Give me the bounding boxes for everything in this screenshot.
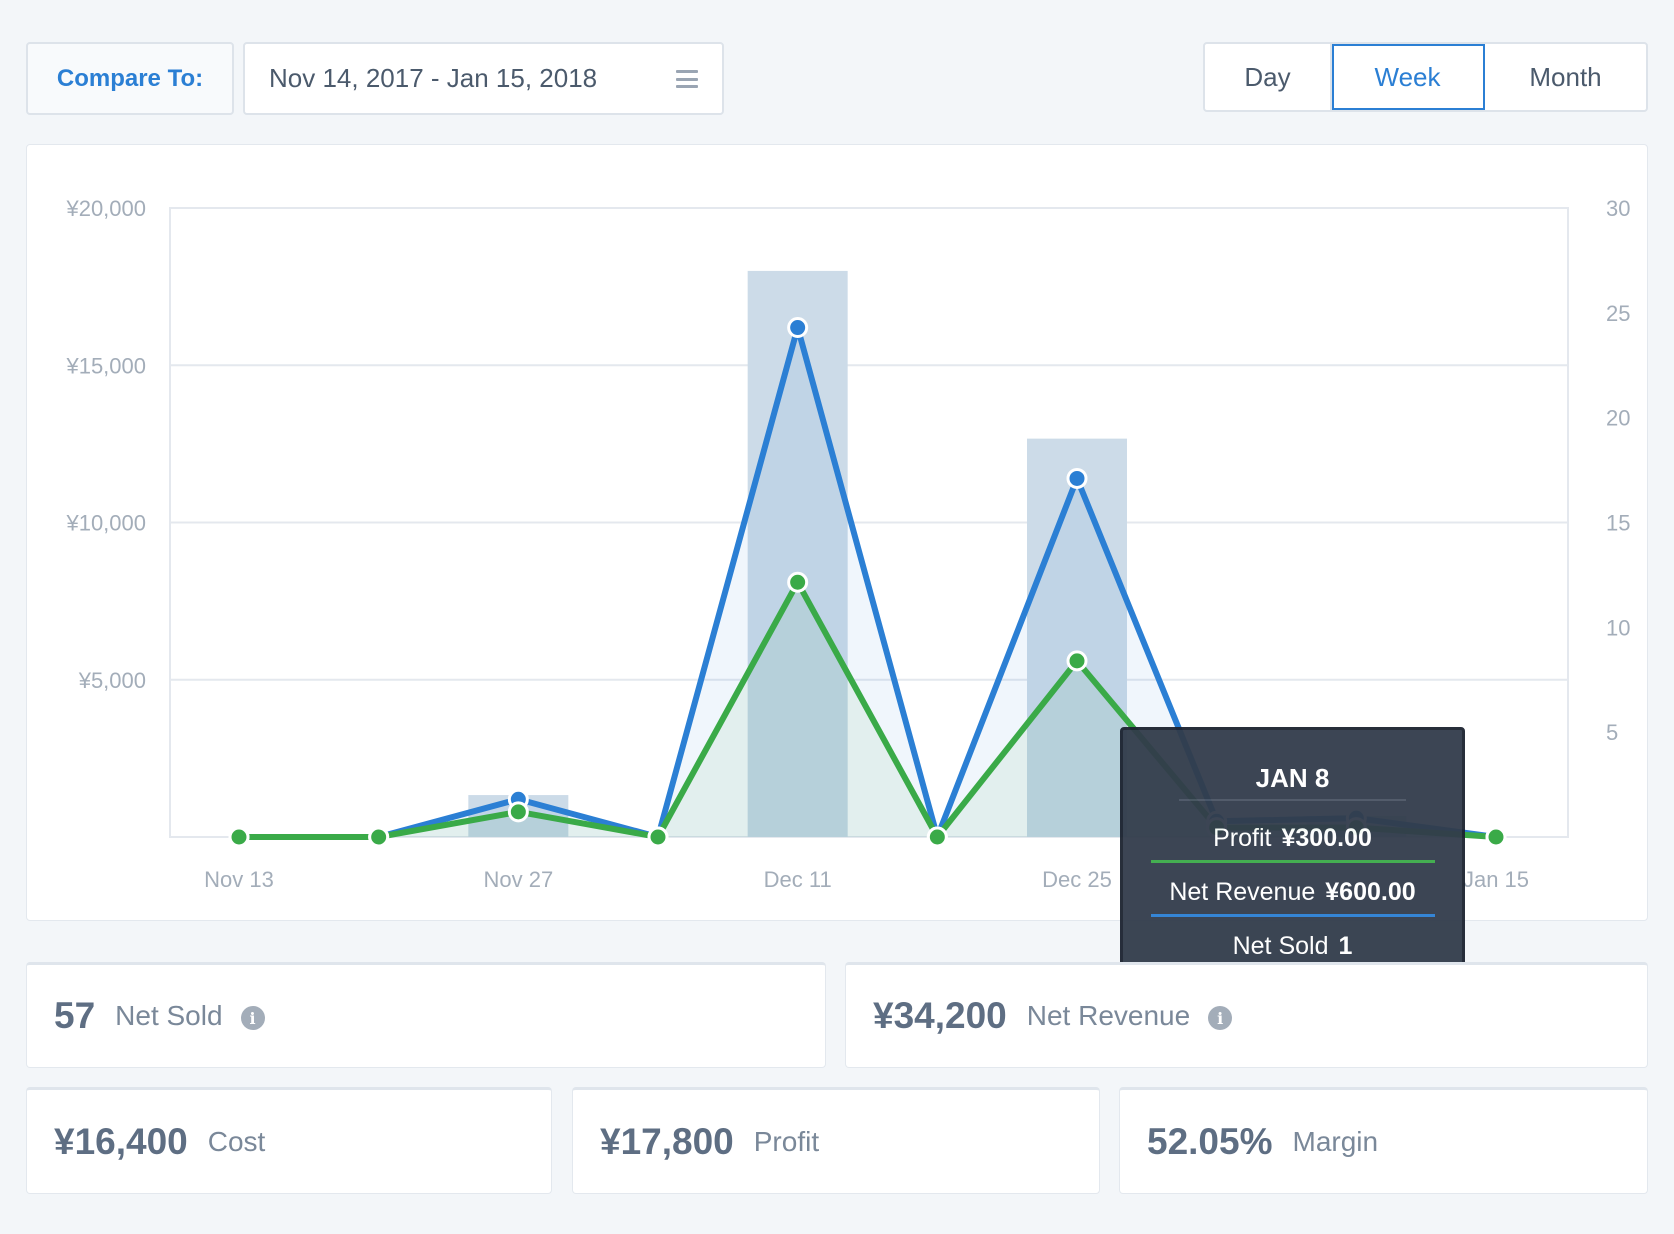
stat-net-revenue: ¥34,200 Net Revenue i: [845, 962, 1648, 1068]
chart-card: ¥20,000 ¥15,000 ¥10,000 ¥5,000 30 25 20 15 10 5 No…: [26, 144, 1648, 1004]
stat-label: Profit: [753, 1125, 820, 1157]
data-point: [1066, 467, 1088, 489]
data-point: [368, 826, 390, 848]
data-point: [647, 826, 669, 848]
info-icon[interactable]: i: [1208, 1006, 1233, 1030]
y-left-tick-label: ¥15,000: [65, 353, 146, 378]
stat-margin: 52.05% Margin: [1119, 1087, 1648, 1194]
data-point: [926, 826, 948, 848]
granularity-week-button[interactable]: Week: [1332, 44, 1485, 110]
stat-value: ¥34,200: [873, 995, 1007, 1036]
y-right-tick-label: 30: [1606, 196, 1630, 221]
granularity-toggle: Day Week Month: [1203, 42, 1648, 112]
info-icon[interactable]: i: [240, 1006, 265, 1030]
stat-label: Cost: [207, 1125, 266, 1157]
x-tick-label: Dec 25: [1042, 867, 1112, 892]
stat-cost: ¥16,400 Cost: [26, 1087, 552, 1194]
granularity-month-button[interactable]: Month: [1529, 61, 1602, 92]
tooltip-divider: [1179, 799, 1406, 801]
y-right-tick-label: 25: [1606, 301, 1630, 326]
date-range-picker[interactable]: Nov 14, 2017 - Jan 15, 2018: [243, 42, 724, 115]
stat-label: Net Revenue: [1026, 1000, 1191, 1031]
data-point: [787, 317, 809, 339]
granularity-day-button[interactable]: Day: [1205, 44, 1332, 110]
tooltip-title: JAN 8: [1255, 763, 1330, 793]
stat-net-sold: 57 Net Sold i: [26, 962, 826, 1068]
tooltip-profit-line: [1151, 860, 1435, 863]
y-right-tick-label: 5: [1606, 720, 1618, 745]
x-tick-label: Jan 15: [1463, 867, 1529, 892]
data-point: [1066, 650, 1088, 672]
y-right-tick-label: 20: [1606, 406, 1630, 431]
data-point: [507, 801, 529, 823]
y-left-tick-label: ¥5,000: [78, 668, 146, 693]
x-tick-label: Nov 13: [204, 867, 274, 892]
data-point: [787, 571, 809, 593]
stat-value: ¥17,800: [600, 1120, 734, 1162]
y-left-tick-label: ¥10,000: [65, 511, 146, 536]
chart-tooltip: JAN 8 Profit ¥300.00 Net Revenue ¥600.00 N…: [1120, 727, 1465, 1004]
x-tick-label: Nov 27: [483, 867, 553, 892]
bar: [1027, 438, 1127, 837]
data-point: [1485, 826, 1507, 848]
tooltip-row-net-revenue: Net Revenue ¥600.00: [1169, 878, 1416, 906]
stat-value: ¥16,400: [54, 1120, 188, 1162]
stat-label: Net Sold: [115, 1000, 223, 1031]
stat-value: 57: [54, 995, 96, 1036]
tooltip-net-revenue-line: [1151, 914, 1435, 917]
stat-profit: ¥17,800 Profit: [572, 1087, 1100, 1194]
tooltip-row-profit: Profit ¥300.00: [1213, 824, 1372, 852]
data-point: [228, 826, 250, 848]
y-left-tick-label: ¥20,000: [65, 196, 146, 221]
stat-value: 52.05%: [1147, 1120, 1273, 1162]
stat-label: Margin: [1292, 1125, 1379, 1157]
date-range-value: Nov 14, 2017 - Jan 15, 2018: [269, 63, 598, 93]
tooltip-row-net-sold: Net Sold 1: [1232, 932, 1353, 960]
compare-to-button[interactable]: Compare To:: [26, 42, 234, 115]
y-right-tick-label: 10: [1606, 615, 1630, 640]
y-right-tick-label: 15: [1606, 511, 1630, 536]
menu-icon[interactable]: [676, 70, 698, 88]
x-tick-label: Dec 11: [764, 867, 832, 892]
bar: [747, 270, 848, 837]
